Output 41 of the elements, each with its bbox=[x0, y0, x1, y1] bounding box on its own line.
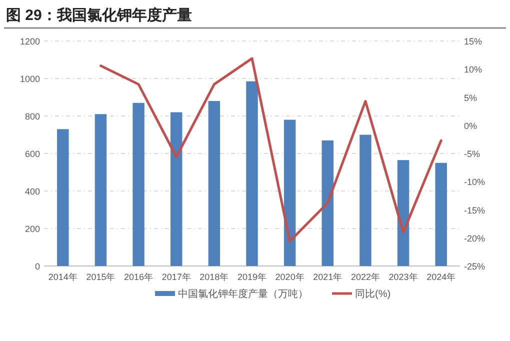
x-tick-label: 2020年 bbox=[275, 272, 304, 282]
bar bbox=[94, 114, 107, 266]
y2-tick-label: -25% bbox=[464, 262, 486, 272]
y-tick-label: 1000 bbox=[20, 74, 40, 84]
y-tick-label: 200 bbox=[24, 224, 40, 234]
y-tick-label: 400 bbox=[24, 186, 40, 196]
y2-tick-label: -20% bbox=[464, 233, 486, 244]
y-tick-label: 600 bbox=[24, 149, 40, 159]
x-tick-label: 2019年 bbox=[237, 272, 267, 282]
bar bbox=[360, 134, 372, 266]
x-tick-label: 2023年 bbox=[388, 272, 418, 282]
bar bbox=[284, 120, 296, 266]
x-tick-label: 2014年 bbox=[48, 272, 78, 282]
bar bbox=[246, 81, 258, 266]
y2-tick-label: 0% bbox=[464, 120, 478, 131]
x-tick-label: 2024年 bbox=[426, 272, 456, 282]
x-tick-label: 2016年 bbox=[124, 272, 154, 282]
bar bbox=[132, 102, 144, 266]
y-tick-label: 800 bbox=[24, 112, 40, 122]
bar bbox=[397, 160, 410, 266]
x-tick-label: 2018年 bbox=[200, 272, 229, 282]
legend-label: 同比(%) bbox=[355, 288, 391, 300]
x-tick-label: 2022年 bbox=[350, 272, 380, 282]
x-tick-label: 2015年 bbox=[86, 272, 116, 282]
x-tick-label: 2021年 bbox=[313, 272, 342, 282]
y2-tick-label: 5% bbox=[464, 92, 478, 103]
y2-tick-label: -5% bbox=[464, 149, 480, 159]
y2-tick-label: 15% bbox=[464, 36, 482, 46]
bar bbox=[170, 112, 182, 266]
chart-title: 图 29：我国氯化钾年度产量 bbox=[6, 6, 192, 24]
bar bbox=[435, 162, 447, 266]
y2-tick-label: -15% bbox=[464, 205, 486, 216]
legend-label: 中国氯化钾年度产量（万吨） bbox=[178, 288, 308, 300]
x-tick-label: 2017年 bbox=[162, 272, 191, 282]
bar bbox=[322, 140, 334, 266]
bar bbox=[57, 129, 69, 266]
y2-tick-label: 10% bbox=[464, 64, 482, 75]
y2-tick-label: -10% bbox=[464, 177, 486, 188]
bar bbox=[208, 101, 220, 266]
y-tick-label: 1200 bbox=[20, 36, 40, 46]
y-tick-label: 0 bbox=[34, 262, 40, 272]
